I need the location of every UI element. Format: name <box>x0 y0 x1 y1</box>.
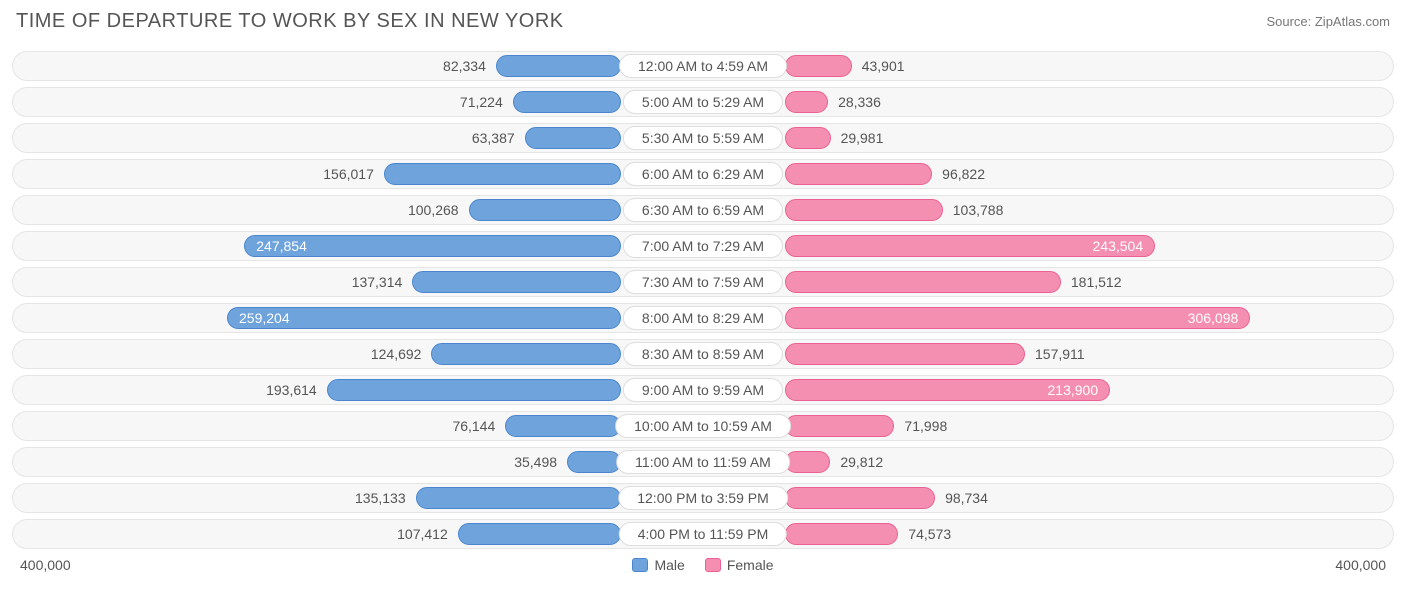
male-value: 63,387 <box>472 130 515 146</box>
chart-title: TIME OF DEPARTURE TO WORK BY SEX IN NEW … <box>16 10 564 33</box>
female-value: 243,504 <box>1093 238 1144 254</box>
legend-label-female: Female <box>727 557 774 573</box>
male-bar <box>513 91 621 113</box>
male-bar <box>525 127 621 149</box>
male-value: 124,692 <box>371 346 422 362</box>
male-value: 193,614 <box>266 382 317 398</box>
time-range-label: 12:00 PM to 3:59 PM <box>618 486 788 510</box>
time-range-label: 10:00 AM to 10:59 AM <box>615 414 791 438</box>
female-bar <box>785 127 831 149</box>
chart-source: Source: ZipAtlas.com <box>1266 10 1390 29</box>
chart-row: 4:00 PM to 11:59 PM 107,412 74,573 <box>12 519 1394 549</box>
female-bar <box>785 91 828 113</box>
time-range-label: 9:00 AM to 9:59 AM <box>623 378 783 402</box>
time-range-label: 12:00 AM to 4:59 AM <box>619 54 787 78</box>
butterfly-chart: 12:00 AM to 4:59 AM 82,334 43,901 5:00 AM t… <box>12 51 1394 549</box>
chart-row: 12:00 AM to 4:59 AM 82,334 43,901 <box>12 51 1394 81</box>
female-value: 28,336 <box>838 94 881 110</box>
male-value: 247,854 <box>256 238 307 254</box>
chart-row: 10:00 AM to 10:59 AM 76,144 71,998 <box>12 411 1394 441</box>
male-bar <box>505 415 621 437</box>
time-range-label: 6:00 AM to 6:29 AM <box>623 162 783 186</box>
male-value: 100,268 <box>408 202 459 218</box>
female-bar <box>785 271 1061 293</box>
female-value: 96,822 <box>942 166 985 182</box>
axis-max-left: 400,000 <box>20 557 71 573</box>
chart-row: 7:30 AM to 7:59 AM 137,314 181,512 <box>12 267 1394 297</box>
chart-row: 5:00 AM to 5:29 AM 71,224 28,336 <box>12 87 1394 117</box>
time-range-label: 7:30 AM to 7:59 AM <box>623 270 783 294</box>
legend-label-male: Male <box>654 557 684 573</box>
time-range-label: 4:00 PM to 11:59 PM <box>619 522 787 546</box>
male-value: 71,224 <box>460 94 503 110</box>
time-range-label: 5:30 AM to 5:59 AM <box>623 126 783 150</box>
chart-row: 6:30 AM to 6:59 AM 100,268 103,788 <box>12 195 1394 225</box>
female-value: 43,901 <box>862 58 905 74</box>
chart-row: 8:00 AM to 8:29 AM 259,204 306,098 <box>12 303 1394 333</box>
legend-swatch-male <box>632 558 648 572</box>
chart-row: 9:00 AM to 9:59 AM 193,614 213,900 <box>12 375 1394 405</box>
male-value: 135,133 <box>355 490 406 506</box>
time-range-label: 6:30 AM to 6:59 AM <box>623 198 783 222</box>
female-bar <box>785 163 932 185</box>
time-range-label: 8:00 AM to 8:29 AM <box>623 306 783 330</box>
female-value: 103,788 <box>953 202 1004 218</box>
chart-footer: 400,000 Male Female 400,000 <box>12 555 1394 573</box>
female-value: 71,998 <box>904 418 947 434</box>
female-bar <box>785 307 1250 329</box>
male-bar <box>458 523 621 545</box>
female-bar <box>785 55 852 77</box>
female-value: 29,812 <box>840 454 883 470</box>
male-value: 259,204 <box>239 310 290 326</box>
female-bar <box>785 487 935 509</box>
male-bar <box>412 271 621 293</box>
male-value: 76,144 <box>452 418 495 434</box>
male-value: 137,314 <box>352 274 403 290</box>
chart-row: 7:00 AM to 7:29 AM 247,854 243,504 <box>12 231 1394 261</box>
male-bar <box>416 487 621 509</box>
legend-item-male: Male <box>632 557 684 573</box>
time-range-label: 11:00 AM to 11:59 AM <box>616 450 790 474</box>
chart-row: 8:30 AM to 8:59 AM 124,692 157,911 <box>12 339 1394 369</box>
female-value: 98,734 <box>945 490 988 506</box>
time-range-label: 7:00 AM to 7:29 AM <box>623 234 783 258</box>
chart-header: TIME OF DEPARTURE TO WORK BY SEX IN NEW … <box>12 10 1394 33</box>
chart-row: 5:30 AM to 5:59 AM 63,387 29,981 <box>12 123 1394 153</box>
female-bar <box>785 343 1025 365</box>
legend-swatch-female <box>705 558 721 572</box>
female-value: 213,900 <box>1048 382 1099 398</box>
chart-row: 12:00 PM to 3:59 PM 135,133 98,734 <box>12 483 1394 513</box>
female-bar <box>785 451 830 473</box>
legend-item-female: Female <box>705 557 774 573</box>
female-value: 29,981 <box>841 130 884 146</box>
axis-max-right: 400,000 <box>1335 557 1386 573</box>
male-bar <box>496 55 621 77</box>
male-bar <box>431 343 621 365</box>
male-bar <box>469 199 621 221</box>
time-range-label: 5:00 AM to 5:29 AM <box>623 90 783 114</box>
female-value: 74,573 <box>908 526 951 542</box>
chart-row: 6:00 AM to 6:29 AM 156,017 96,822 <box>12 159 1394 189</box>
male-value: 107,412 <box>397 526 448 542</box>
female-value: 306,098 <box>1188 310 1239 326</box>
male-value: 82,334 <box>443 58 486 74</box>
male-bar <box>384 163 621 185</box>
chart-row: 11:00 AM to 11:59 AM 35,498 29,812 <box>12 447 1394 477</box>
legend: Male Female <box>632 557 773 573</box>
female-bar <box>785 523 898 545</box>
time-range-label: 8:30 AM to 8:59 AM <box>623 342 783 366</box>
female-value: 157,911 <box>1035 346 1085 362</box>
female-bar <box>785 415 894 437</box>
female-bar <box>785 199 943 221</box>
male-bar <box>327 379 621 401</box>
male-bar <box>567 451 621 473</box>
female-value: 181,512 <box>1071 274 1122 290</box>
male-value: 156,017 <box>323 166 374 182</box>
male-value: 35,498 <box>514 454 557 470</box>
